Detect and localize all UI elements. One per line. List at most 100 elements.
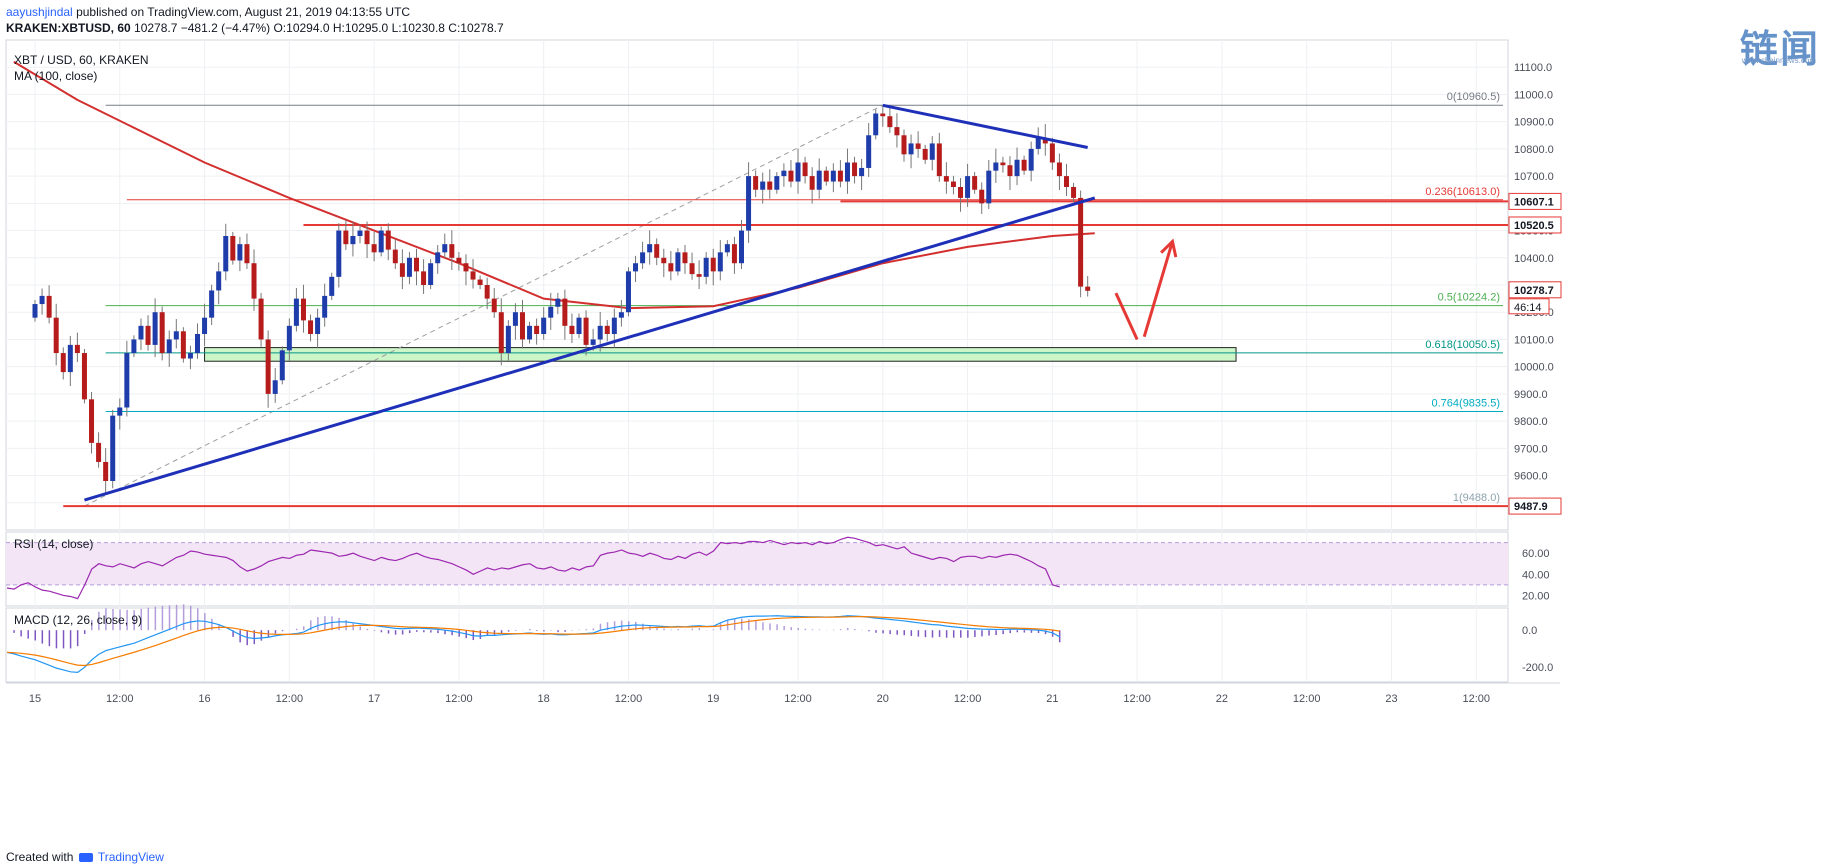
x-tick-label: 17 [368,693,380,705]
candle-body [880,113,886,117]
author-link[interactable]: aayushjindal [6,5,73,19]
trendline-falling-resistance[interactable] [882,103,1088,149]
candle-body [279,350,285,381]
candle-body [774,176,780,190]
candle-body [929,143,935,160]
fib-level-label: 0.5(10224.2) [1438,292,1500,304]
candle-body [315,317,321,334]
candle-body [710,257,716,272]
x-tick-label: 23 [1385,693,1397,705]
candle-body [1014,159,1020,177]
y-tick-label: 9600.0 [1514,471,1548,483]
candle-body [852,162,858,177]
fib-level-label: 0.764(9835.5) [1432,397,1501,409]
x-tick-label: 19 [707,693,719,705]
candle-body [152,312,158,345]
candle-body [837,170,843,182]
publish-info: aayushjindal published on TradingView.co… [6,4,410,20]
candle-body [223,236,229,272]
candle-body [350,236,356,245]
macd-y-tick: 0.0 [1522,625,1537,637]
y-tick-label: 10000.0 [1514,362,1554,374]
candle-body [428,263,434,285]
footer: Created with TradingView [6,850,164,864]
candle-body [470,271,476,280]
y-tick-label: 10400.0 [1514,253,1554,265]
candle-body [385,230,391,250]
candle-body [491,298,497,313]
candle-body [145,325,151,345]
candle-body [816,170,822,190]
candle-body [1071,187,1077,198]
candle-body [717,252,723,272]
published-text: published on TradingView.com, August 21,… [76,5,411,19]
arrow-head [1160,238,1178,258]
x-tick-label: 12:00 [1293,693,1321,705]
candle-body [414,257,420,272]
candle-body [406,257,412,277]
candle-body [392,249,398,264]
candle-body [371,244,377,253]
candle-body [1000,162,1006,166]
candle-body [244,244,250,264]
candle-body [731,244,737,264]
candle-body [1042,138,1048,144]
candle-body [866,135,872,168]
candle-body [216,271,222,291]
candle-body [53,317,59,354]
y-tick-label: 11100.0 [1514,62,1552,74]
candle-body [788,170,794,182]
candle-body [96,442,102,462]
candle-body [329,276,335,296]
tradingview-link[interactable]: TradingView [97,850,164,864]
candle-body [597,325,603,340]
candle-body [534,325,540,334]
candle-body [859,167,865,177]
price-tag [1508,192,1562,210]
candle-body [230,236,236,261]
candle-body [993,162,999,171]
candle-body [604,325,610,334]
candle-body [590,339,596,345]
fib-diagonal [84,104,884,507]
candle-body [505,325,511,354]
candle-body [844,162,850,182]
candle-body [202,317,208,334]
watermark-subtext: www.chainnews.com [1741,56,1816,65]
candle-body [618,312,624,318]
candle-body [258,298,264,340]
candle-body [675,252,681,272]
fib-level-label: 0.236(10613.0) [1425,186,1500,198]
candle-body [209,290,215,318]
fib-level-label: 0.618(10050.5) [1425,339,1500,351]
trendline-rising-support[interactable] [84,196,1096,502]
legend-symbol: XBT / USD, 60, KRAKEN [14,53,149,67]
x-tick-label: 20 [877,693,889,705]
candle-body [251,263,257,299]
rsi-band [6,542,1508,585]
candle-body [60,353,66,373]
candle-body [936,143,942,177]
y-tick-label: 9900.0 [1514,389,1548,401]
candle-body [809,176,815,190]
candle-body [795,162,801,182]
candle-body [753,176,759,190]
candle-body [435,252,441,264]
rsi-title: RSI (14, close) [14,537,93,551]
candle-body [237,244,243,261]
last-price-tag [1508,281,1562,299]
candle-body [527,325,533,340]
candle-body [1085,286,1091,291]
candle-body [1078,197,1084,287]
candle-body [173,331,179,340]
candle-body [272,380,278,394]
x-tick-label: 21 [1046,693,1058,705]
legend-ma: MA (100, close) [14,69,97,83]
candle-body [286,325,292,351]
x-tick-label: 12:00 [106,693,134,705]
candle-body [477,279,483,285]
signal-line [6,616,1060,667]
candle-body [89,399,95,443]
candle-body [640,252,646,264]
